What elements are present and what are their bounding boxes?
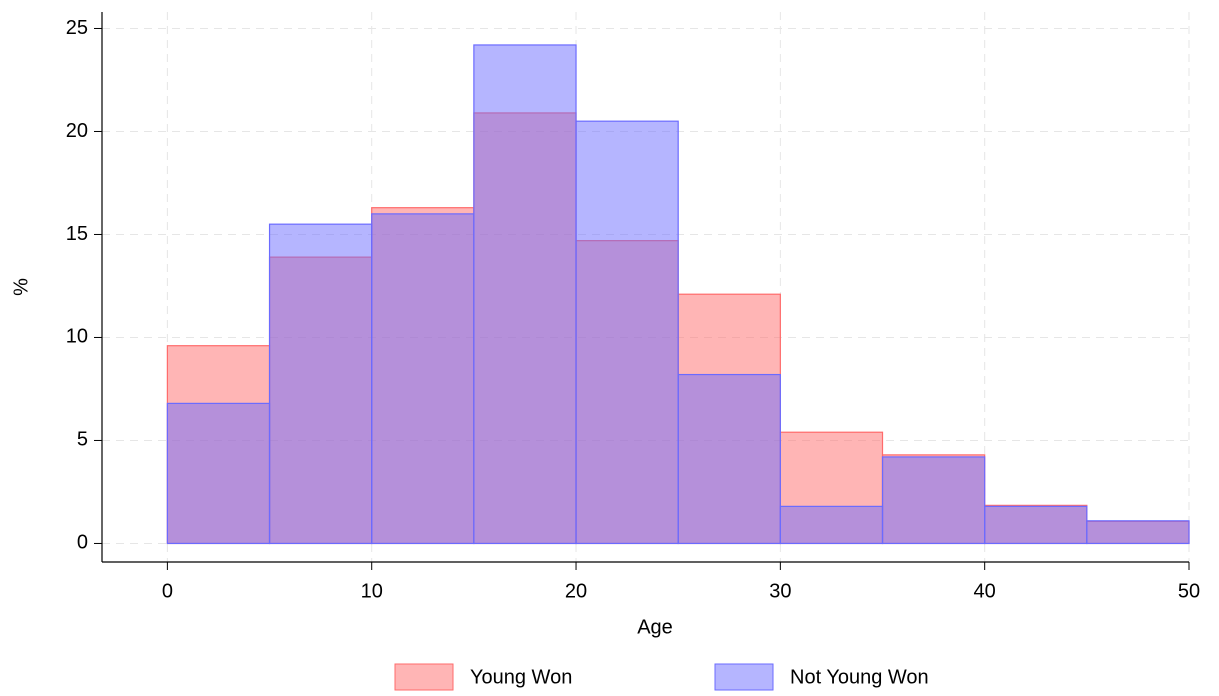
x-tick-label: 30 [769, 580, 791, 602]
y-tick-label: 20 [66, 120, 88, 142]
x-axis-label: Age [637, 616, 673, 638]
y-tick-label: 15 [66, 223, 88, 245]
bar [473, 44, 577, 545]
y-tick-label: 5 [77, 429, 88, 451]
bar [984, 505, 1088, 545]
y-tick-label: 25 [66, 17, 88, 39]
bar [677, 373, 781, 545]
y-tick-label: 0 [77, 532, 88, 554]
y-tick-label: 10 [66, 326, 88, 348]
bar [268, 223, 373, 545]
bar [575, 120, 679, 545]
legend-label: Young Won [470, 666, 572, 688]
bar [166, 402, 271, 545]
y-axis-label: % [10, 278, 32, 296]
x-tick-label: 20 [565, 580, 587, 602]
bar [371, 213, 475, 545]
legend-swatch [714, 663, 774, 691]
bar [1086, 520, 1190, 545]
bar [779, 505, 884, 545]
x-tick-label: 50 [1178, 580, 1200, 602]
legend-swatch [394, 663, 454, 691]
bar [881, 456, 986, 545]
x-tick-label: 0 [162, 580, 173, 602]
legend-label: Not Young Won [790, 666, 929, 688]
x-tick-label: 10 [361, 580, 383, 602]
x-tick-label: 40 [974, 580, 996, 602]
